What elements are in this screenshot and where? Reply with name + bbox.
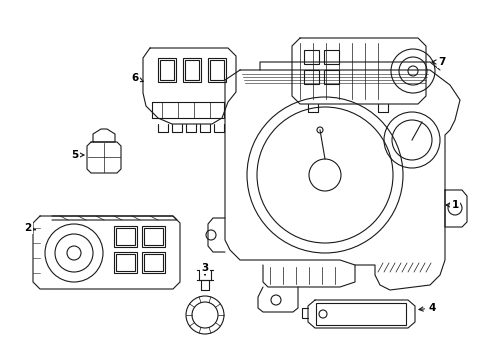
Bar: [144, 254, 163, 271]
Text: 1: 1: [446, 200, 459, 210]
Bar: [114, 252, 137, 273]
Bar: [324, 50, 339, 64]
Bar: [116, 254, 135, 271]
Bar: [208, 58, 226, 82]
Bar: [183, 58, 201, 82]
Bar: [142, 252, 165, 273]
Bar: [116, 228, 135, 245]
Bar: [210, 60, 224, 80]
Text: 7: 7: [432, 57, 446, 67]
Bar: [114, 226, 137, 247]
Bar: [316, 303, 406, 325]
Text: 2: 2: [24, 223, 35, 233]
Bar: [324, 70, 339, 84]
Bar: [144, 228, 163, 245]
Bar: [304, 70, 319, 84]
Bar: [158, 58, 176, 82]
Text: 5: 5: [72, 150, 84, 160]
Bar: [185, 60, 199, 80]
Text: 6: 6: [131, 73, 143, 83]
Bar: [142, 226, 165, 247]
Text: 3: 3: [201, 263, 209, 275]
Bar: [304, 50, 319, 64]
Text: 4: 4: [419, 303, 436, 313]
Bar: [160, 60, 174, 80]
